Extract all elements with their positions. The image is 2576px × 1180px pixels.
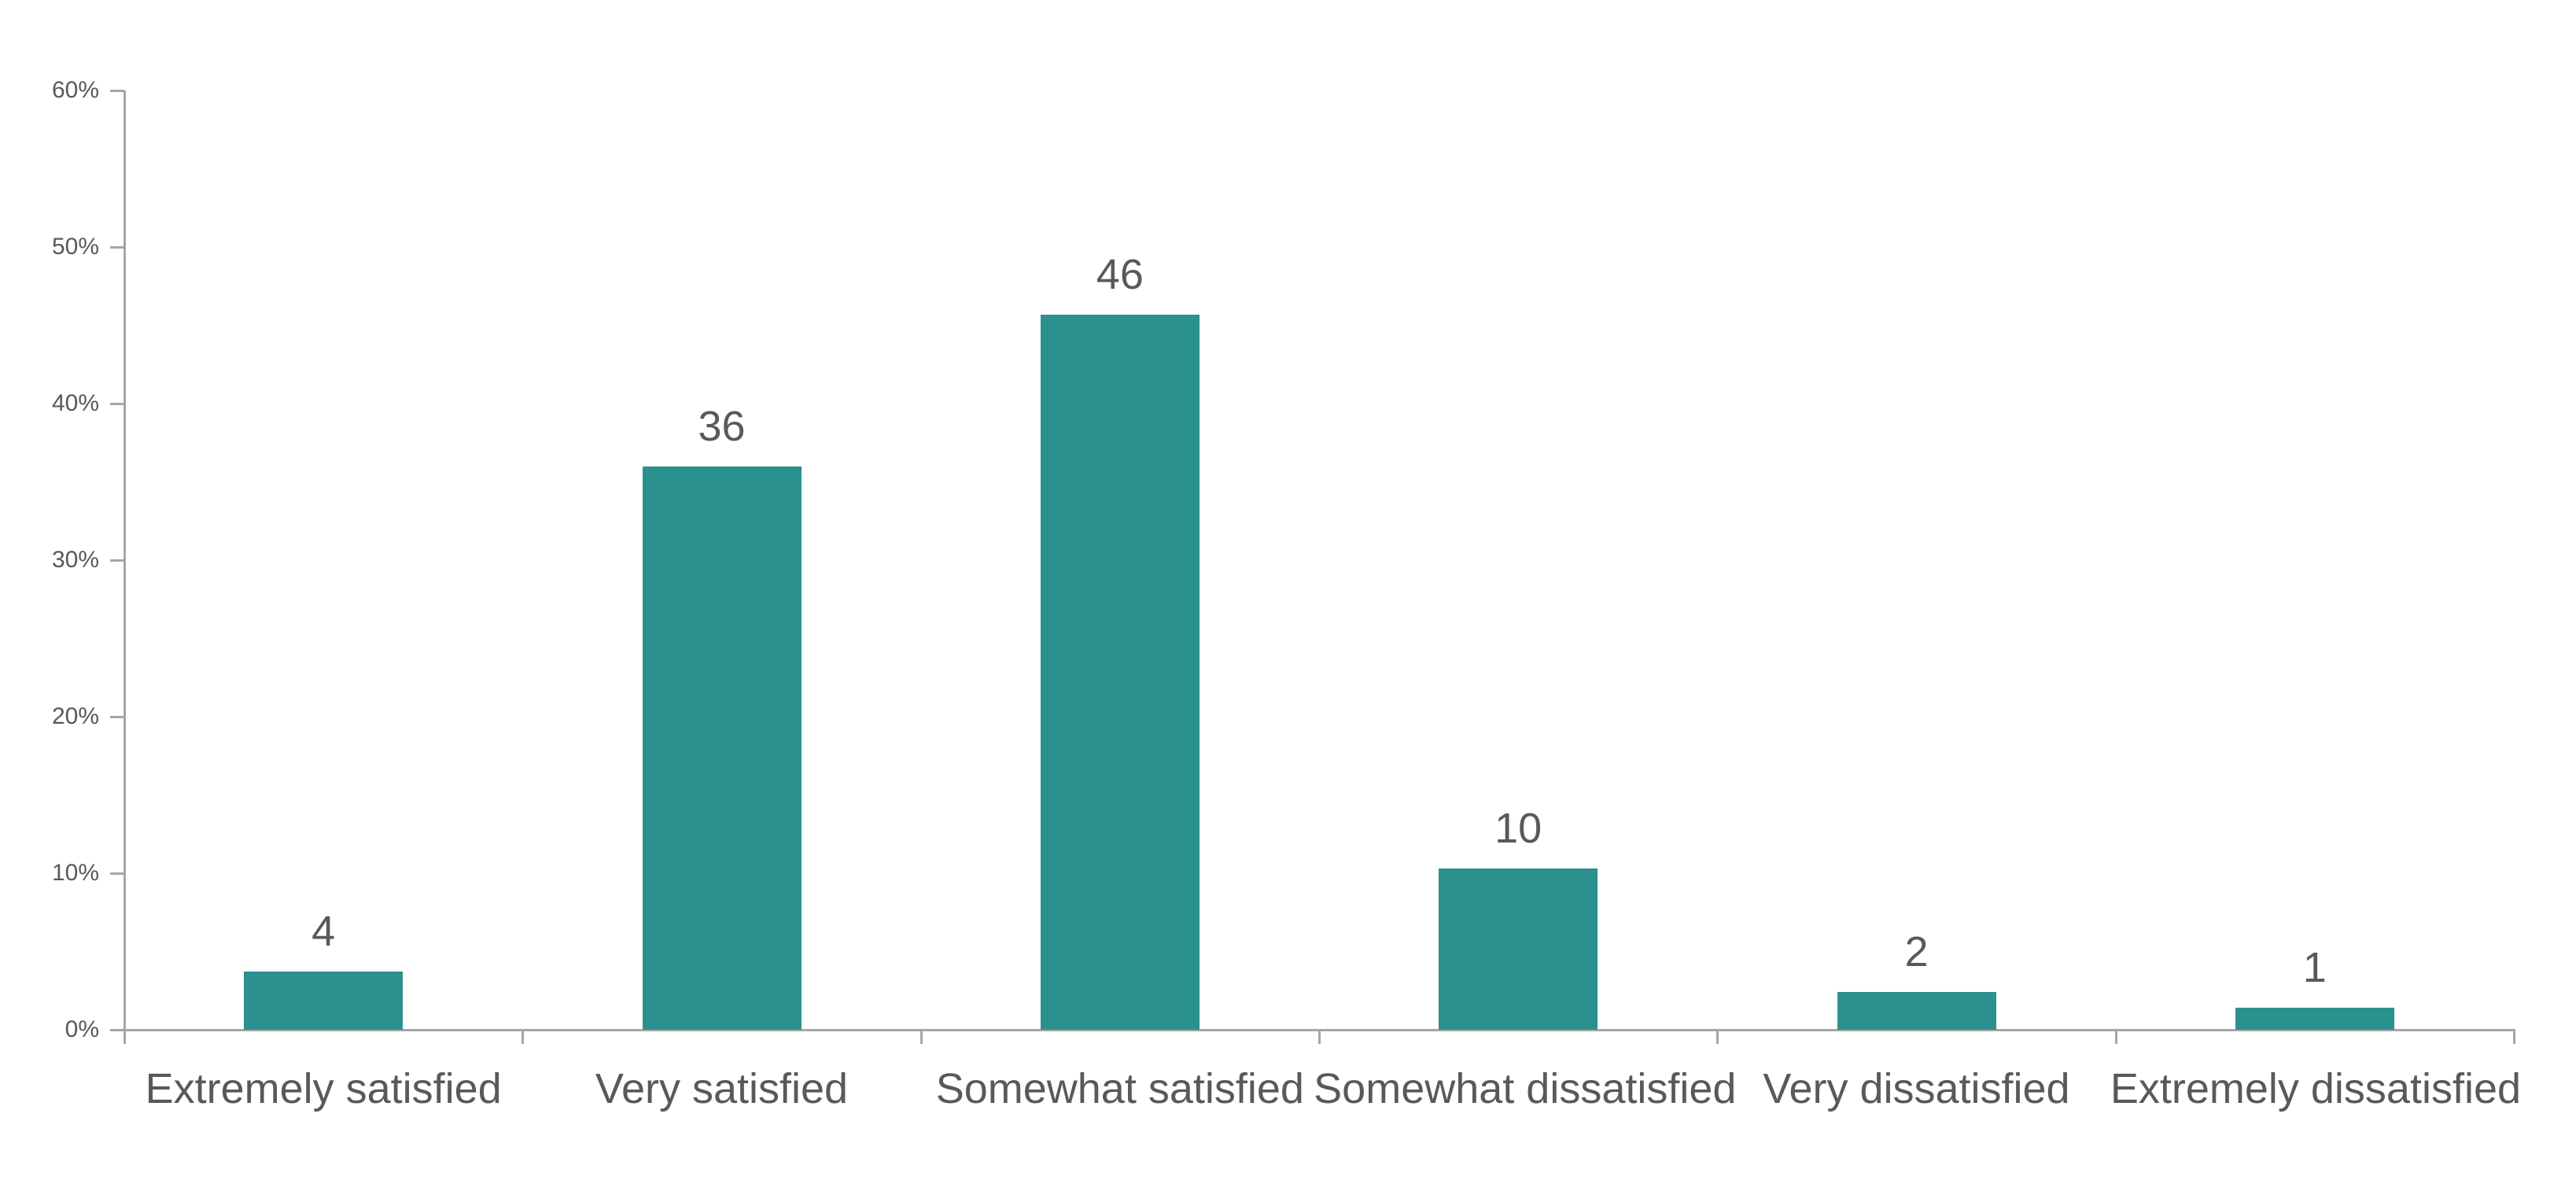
data-label: 10 — [1494, 805, 1542, 853]
bar-somewhat-satisfied — [1040, 314, 1200, 1030]
x-tick — [1716, 1030, 1719, 1044]
bar-extremely-satisfied — [244, 972, 404, 1030]
y-tick — [110, 559, 124, 562]
data-label: 1 — [2302, 944, 2327, 992]
data-label: 46 — [1096, 250, 1144, 298]
x-tick — [2114, 1030, 2117, 1044]
y-tick-label: 20% — [51, 703, 99, 729]
y-tick-label: 0% — [64, 1016, 99, 1042]
x-tick — [521, 1030, 525, 1044]
bar-somewhat-dissatisfied — [1439, 868, 1598, 1030]
x-category-label: Extremely satisfied — [145, 1065, 502, 1112]
y-tick — [110, 872, 124, 875]
x-tick — [1318, 1030, 1321, 1044]
y-tick-label: 60% — [51, 77, 99, 103]
data-label: 4 — [311, 908, 336, 956]
x-category-label: Somewhat satisfied — [935, 1065, 1304, 1112]
data-label: 2 — [1904, 928, 1929, 976]
y-axis-line — [123, 90, 126, 1044]
bar-extremely-dissatisfied — [2235, 1008, 2394, 1030]
y-tick-label: 30% — [51, 547, 99, 573]
y-tick-label: 10% — [51, 860, 99, 886]
y-tick-label: 50% — [51, 234, 99, 260]
y-tick — [110, 246, 124, 249]
data-label: 36 — [698, 402, 746, 450]
x-tick — [919, 1030, 923, 1044]
y-tick-label: 40% — [51, 390, 99, 416]
bar-very-satisfied — [642, 466, 802, 1030]
x-tick — [123, 1030, 126, 1044]
x-category-label: Very dissatisfied — [1763, 1065, 2070, 1112]
x-category-label: Somewhat dissatisfied — [1314, 1065, 1737, 1112]
x-category-label: Very satisfied — [595, 1065, 849, 1112]
y-tick — [110, 403, 124, 405]
x-tick — [2513, 1030, 2515, 1044]
bar-very-dissatisfied — [1837, 992, 1996, 1030]
x-category-label: Extremely dissatisfied — [2110, 1065, 2522, 1112]
y-tick — [110, 90, 124, 92]
y-tick — [110, 716, 124, 718]
x-axis-line — [110, 1029, 2515, 1031]
